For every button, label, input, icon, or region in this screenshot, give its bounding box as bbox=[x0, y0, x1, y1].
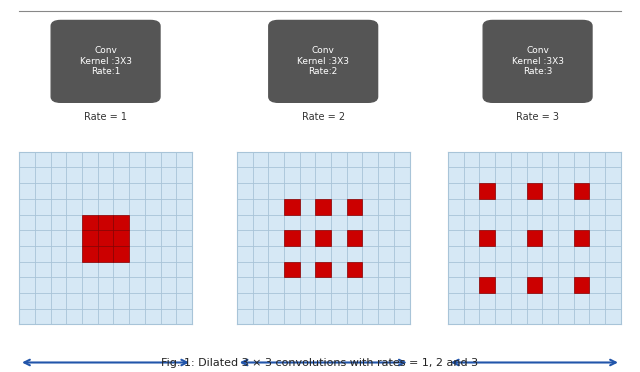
Text: Conv
Kernel :3X3
Rate:2: Conv Kernel :3X3 Rate:2 bbox=[297, 46, 349, 76]
Text: Conv
Kernel :3X3
Rate:3: Conv Kernel :3X3 Rate:3 bbox=[511, 46, 564, 76]
Text: Conv
Kernel :3X3
Rate:1: Conv Kernel :3X3 Rate:1 bbox=[79, 46, 132, 76]
Bar bbox=[316, 230, 331, 246]
Bar bbox=[82, 246, 98, 262]
Bar bbox=[113, 215, 129, 230]
Text: Rate = 2: Rate = 2 bbox=[301, 112, 345, 122]
Bar bbox=[316, 199, 331, 215]
Bar bbox=[316, 262, 331, 278]
Text: Rate = 3: Rate = 3 bbox=[516, 112, 559, 122]
Bar bbox=[479, 230, 495, 246]
Bar bbox=[573, 278, 589, 293]
Bar bbox=[527, 278, 542, 293]
Bar bbox=[284, 230, 300, 246]
Bar bbox=[284, 262, 300, 278]
Bar bbox=[113, 230, 129, 246]
Bar bbox=[347, 230, 362, 246]
Bar bbox=[479, 183, 495, 199]
Bar bbox=[284, 199, 300, 215]
Bar bbox=[98, 230, 113, 246]
Bar bbox=[479, 278, 495, 293]
Bar bbox=[347, 199, 362, 215]
Text: Fig. 1: Dilated 3 × 3 convolutions with rates = 1, 2 and 3: Fig. 1: Dilated 3 × 3 convolutions with … bbox=[161, 358, 479, 368]
Bar bbox=[573, 183, 589, 199]
Bar bbox=[98, 215, 113, 230]
Bar bbox=[527, 230, 542, 246]
Bar bbox=[98, 246, 113, 262]
Bar bbox=[113, 246, 129, 262]
Bar bbox=[573, 230, 589, 246]
Text: Rate = 1: Rate = 1 bbox=[84, 112, 127, 122]
Bar bbox=[82, 215, 98, 230]
Bar bbox=[82, 230, 98, 246]
Bar bbox=[347, 262, 362, 278]
Bar bbox=[527, 183, 542, 199]
